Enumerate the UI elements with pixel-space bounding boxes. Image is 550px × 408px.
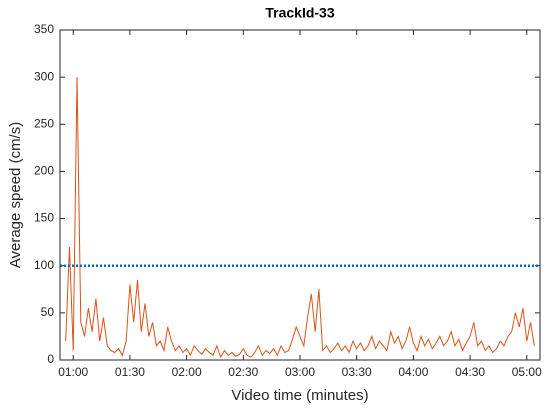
y-tick-label: 250 bbox=[34, 116, 54, 130]
x-tick-label: 01:30 bbox=[115, 365, 145, 379]
x-tick-label: 05:00 bbox=[512, 365, 542, 379]
y-tick-label: 0 bbox=[47, 352, 54, 366]
x-axis-label: Video time (minutes) bbox=[231, 387, 368, 404]
speed-line bbox=[65, 77, 535, 359]
axes-box bbox=[59, 29, 541, 361]
y-tick-label: 350 bbox=[34, 22, 54, 36]
y-tick-label: 150 bbox=[34, 211, 54, 225]
x-tick-label: 02:30 bbox=[228, 365, 258, 379]
y-tick-label: 200 bbox=[34, 164, 54, 178]
x-tick-label: 03:00 bbox=[285, 365, 315, 379]
y-tick-label: 50 bbox=[41, 305, 55, 319]
x-tick-label: 03:30 bbox=[342, 365, 372, 379]
x-tick-label: 04:30 bbox=[455, 365, 485, 379]
x-tick-label: 01:00 bbox=[58, 365, 88, 379]
chart-title: TrackId-33 bbox=[265, 5, 334, 21]
x-tick-label: 04:00 bbox=[398, 365, 428, 379]
x-tick-label: 02:00 bbox=[172, 365, 202, 379]
plot-area bbox=[60, 30, 540, 360]
y-tick-label: 300 bbox=[34, 69, 54, 83]
y-tick-label: 100 bbox=[34, 258, 54, 272]
y-axis-label: Average speed (cm/s) bbox=[7, 122, 24, 268]
